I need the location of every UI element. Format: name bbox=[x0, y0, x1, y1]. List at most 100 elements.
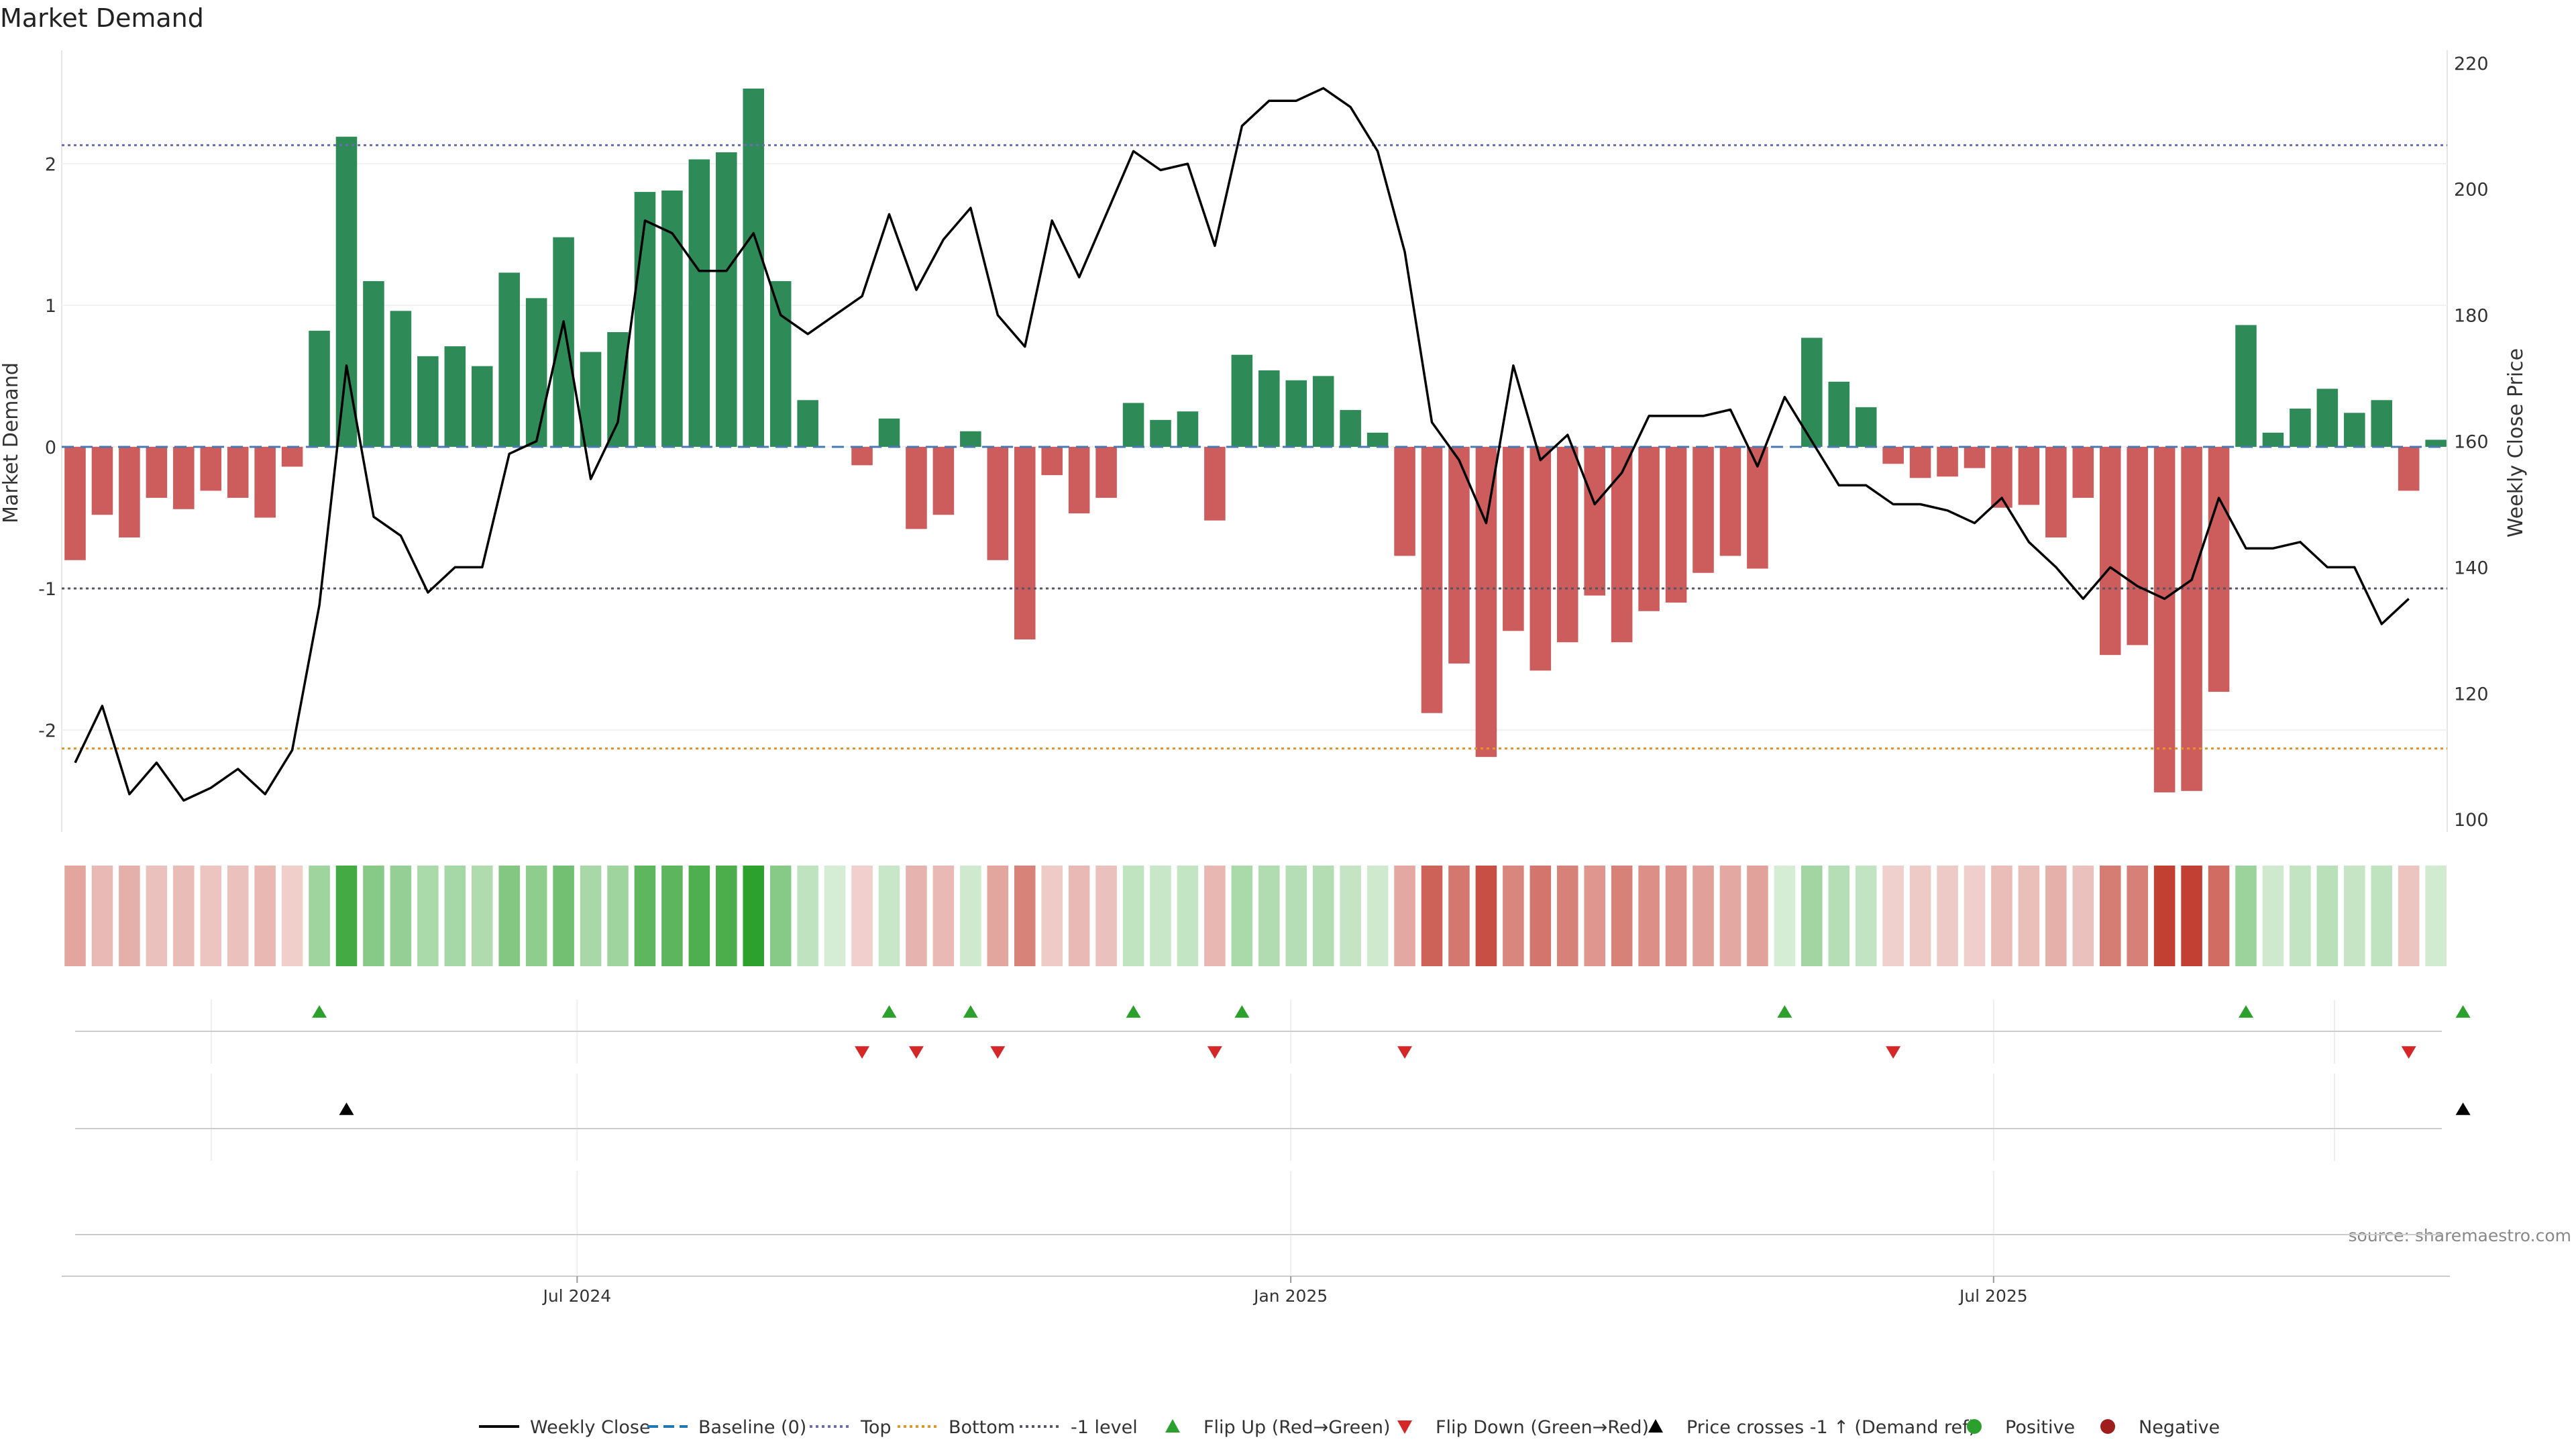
chart-title: Market Demand bbox=[0, 3, 204, 33]
demand-bar-positive bbox=[2235, 325, 2257, 447]
y-tick-label: 2 bbox=[45, 154, 56, 175]
demand-bar-negative bbox=[1937, 446, 1958, 477]
legend-swatch-triangle-down bbox=[1397, 1420, 1412, 1434]
heat-cell bbox=[2398, 866, 2420, 966]
y-tick-label: -1 bbox=[38, 579, 56, 600]
demand-bar-negative bbox=[1475, 446, 1497, 758]
heat-cell bbox=[2045, 866, 2067, 966]
demand-bar-positive bbox=[471, 366, 493, 447]
demand-bar-positive bbox=[390, 311, 412, 447]
heat-cell bbox=[1855, 866, 1877, 966]
demand-bar-negative bbox=[1204, 446, 1226, 521]
demand-bar-negative bbox=[932, 446, 955, 515]
heat-cell bbox=[227, 866, 249, 966]
heat-cell bbox=[2018, 866, 2040, 966]
flip-up-marker bbox=[881, 1005, 897, 1018]
y2-tick-label: 160 bbox=[2454, 432, 2489, 453]
heat-cell bbox=[91, 866, 113, 966]
heat-cell bbox=[2153, 866, 2176, 966]
heat-cell bbox=[200, 866, 222, 966]
demand-bar-positive bbox=[743, 88, 765, 447]
demand-bar-positive bbox=[960, 431, 981, 447]
demand-bar-negative bbox=[1882, 446, 1904, 464]
demand-bar-negative bbox=[1556, 446, 1578, 643]
heat-cell bbox=[1014, 866, 1036, 966]
heat-cell bbox=[2316, 866, 2339, 966]
demand-bar-positive bbox=[1150, 419, 1171, 447]
heat-cell bbox=[1937, 866, 1958, 966]
y2-tick-label: 140 bbox=[2454, 558, 2489, 578]
price-cross-marker bbox=[339, 1102, 354, 1115]
demand-bar-negative bbox=[227, 446, 249, 498]
heat-cell bbox=[960, 866, 981, 966]
y2-tick-label: 100 bbox=[2454, 810, 2489, 831]
heat-cell bbox=[1611, 866, 1633, 966]
demand-bar-negative bbox=[1638, 446, 1660, 611]
demand-bar-negative bbox=[1693, 446, 1714, 573]
flip-down-marker bbox=[908, 1046, 924, 1059]
empty-panel bbox=[75, 1171, 2442, 1275]
demand-bar-negative bbox=[1665, 446, 1687, 603]
heat-cell bbox=[2344, 866, 2365, 966]
demand-bar-negative bbox=[851, 446, 873, 466]
legend-label: Positive bbox=[2005, 1417, 2075, 1438]
demand-bar-positive bbox=[1177, 411, 1199, 447]
legend-swatch-dot bbox=[2100, 1419, 2115, 1434]
flip-down-marker bbox=[2401, 1046, 2416, 1059]
heat-cell bbox=[1584, 866, 1605, 966]
heat-cell bbox=[2127, 866, 2148, 966]
demand-bar-positive bbox=[1312, 376, 1334, 447]
heat-cell bbox=[390, 866, 412, 966]
demand-bar-negative bbox=[91, 446, 113, 515]
heat-cell bbox=[2181, 866, 2202, 966]
legend-label: Baseline (0) bbox=[698, 1417, 806, 1438]
heat-cell bbox=[661, 866, 683, 966]
heat-cell bbox=[553, 866, 574, 966]
demand-bar-negative bbox=[2045, 446, 2067, 538]
heat-cell bbox=[1693, 866, 1714, 966]
demand-bar-negative bbox=[2398, 446, 2420, 491]
heat-cell bbox=[64, 866, 86, 966]
heat-cell bbox=[1231, 866, 1253, 966]
legend: Weekly Close Baseline (0) Top Bottom -1 leve… bbox=[479, 1417, 2220, 1438]
legend-swatch-triangle-up bbox=[1165, 1419, 1180, 1433]
heat-cell bbox=[1258, 866, 1280, 966]
heat-cell bbox=[688, 866, 710, 966]
demand-bar-positive bbox=[553, 237, 574, 447]
heat-cell bbox=[932, 866, 955, 966]
demand-bar-negative bbox=[2018, 446, 2040, 505]
heat-cell bbox=[2099, 866, 2121, 966]
demand-bar-positive bbox=[1828, 381, 1850, 447]
heat-cell bbox=[525, 866, 547, 966]
demand-bar-negative bbox=[64, 446, 86, 560]
demand-bar-negative bbox=[1095, 446, 1117, 498]
heat-cell bbox=[173, 866, 195, 966]
heat-cell bbox=[1828, 866, 1850, 966]
demand-bar-negative bbox=[2153, 446, 2176, 792]
demand-bar-positive bbox=[2371, 400, 2393, 447]
y2-axis-label: Weekly Close Price bbox=[2504, 348, 2528, 537]
demand-bar-positive bbox=[417, 356, 439, 447]
demand-bar-positive bbox=[1855, 407, 1877, 447]
legend-label: Top bbox=[860, 1417, 892, 1438]
legend-label: Flip Up (Red→Green) bbox=[1203, 1417, 1391, 1438]
heat-cell bbox=[906, 866, 927, 966]
demand-bar-positive bbox=[2262, 432, 2284, 447]
demand-bar-negative bbox=[906, 446, 927, 529]
heat-cell bbox=[769, 866, 792, 966]
heat-cell bbox=[2262, 866, 2284, 966]
heat-cell bbox=[2371, 866, 2393, 966]
x-tick-label: Jul 2025 bbox=[1958, 1286, 2028, 1306]
flip-up-marker bbox=[1777, 1005, 1792, 1018]
flip-down-marker bbox=[1886, 1046, 1901, 1059]
legend-label: -1 level bbox=[1071, 1417, 1138, 1438]
heat-cell bbox=[1340, 866, 1361, 966]
heat-cell bbox=[498, 866, 520, 966]
heat-cell bbox=[1909, 866, 1931, 966]
demand-bar-positive bbox=[2316, 388, 2339, 447]
demand-bar-positive bbox=[363, 281, 384, 447]
flip-down-marker bbox=[855, 1046, 870, 1059]
demand-bar-positive bbox=[335, 136, 358, 447]
